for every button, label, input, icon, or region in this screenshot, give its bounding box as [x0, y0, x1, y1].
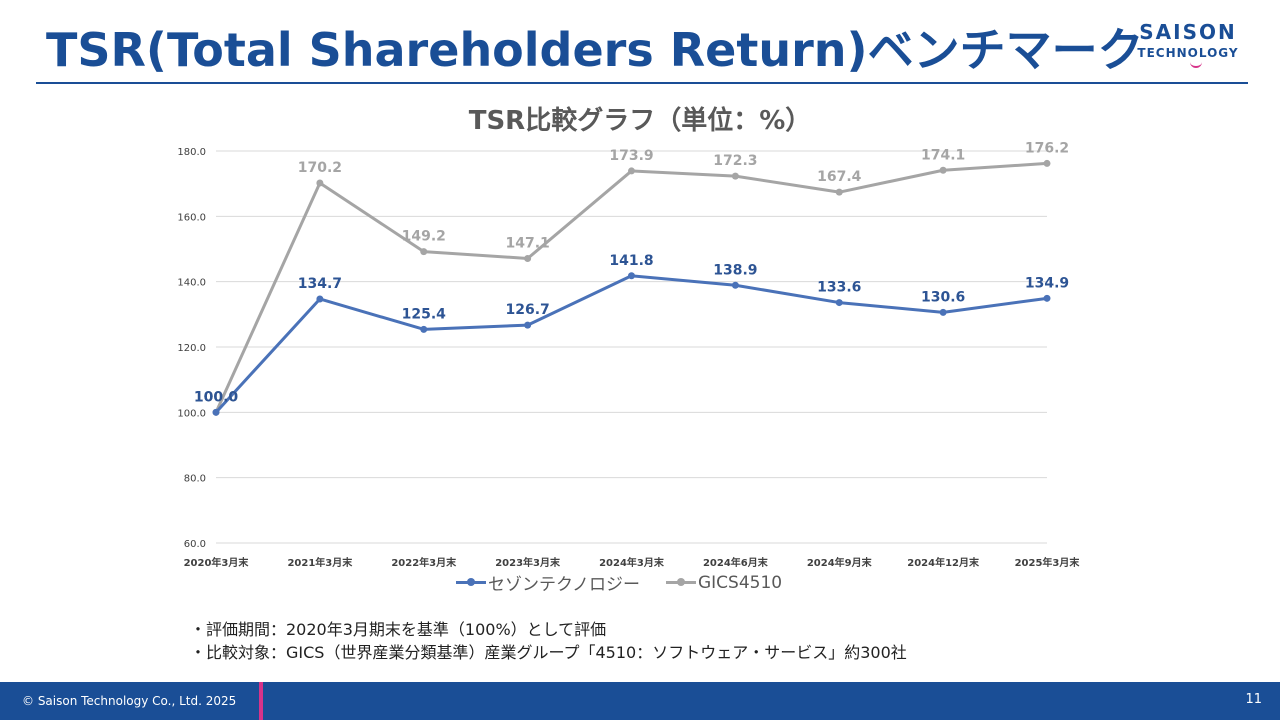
data-label-saison: 125.4 — [402, 306, 447, 322]
y-tick-label: 120.0 — [177, 343, 206, 354]
data-point-gics — [316, 179, 324, 187]
data-point-saison — [316, 295, 324, 303]
data-point-saison — [731, 281, 739, 289]
saison-technology-logo: SAISON TECHNOLOGY — [1132, 20, 1244, 70]
data-label-gics: 176.2 — [1025, 140, 1069, 156]
data-label-saison: 134.7 — [298, 276, 342, 292]
x-tick-label: 2021年3月末 — [287, 556, 353, 569]
tsr-line-chart: 60.0 80.0 100.0 120.0 140.0 160.0 180.0 2020年3月… — [177, 140, 1081, 569]
data-point-gics — [835, 188, 843, 196]
legend-swatch-saison — [456, 578, 486, 586]
note-evaluation-period: ・評価期間：2020年3月期末を基準（100%）として評価 — [190, 620, 607, 639]
data-point-saison — [835, 299, 843, 307]
data-label-gics: 147.1 — [505, 235, 549, 251]
x-tick-label: 2024年6月末 — [703, 556, 769, 569]
data-label-saison: 130.6 — [921, 289, 965, 305]
data-point-gics — [939, 166, 947, 174]
footnotes: ・評価期間：2020年3月期末を基準（100%）として評価 ・比較対象：GICS… — [190, 618, 907, 664]
data-label-saison: 134.9 — [1025, 275, 1069, 291]
x-tick-label: 2024年9月末 — [807, 556, 873, 569]
legend-marker-gics — [676, 578, 685, 586]
logo-smile-mark — [1190, 60, 1202, 68]
y-tick-label: 160.0 — [177, 212, 206, 223]
legend-label-saison: セゾンテクノロジー — [488, 575, 640, 595]
legend-item-gics: GICS4510 — [665, 572, 783, 593]
data-point-saison — [212, 408, 220, 416]
x-tick-label: 2024年12月末 — [907, 556, 980, 569]
data-label-gics: 100.0 — [194, 389, 239, 405]
data-label-gics: 173.9 — [609, 148, 653, 164]
footer-bar — [0, 682, 1280, 720]
page-title: TSR(Total Shareholders Return)ベンチマーク — [46, 23, 1144, 77]
data-label-gics: 174.1 — [921, 147, 965, 163]
page-number: 11 — [1245, 692, 1262, 707]
title-divider — [36, 82, 1248, 84]
x-tick-label: 2023年3月末 — [495, 556, 561, 569]
x-tick-label: 2022年3月末 — [391, 556, 457, 569]
data-label-gics: 172.3 — [713, 153, 757, 169]
data-point-saison — [524, 321, 532, 329]
data-label-saison: 141.8 — [609, 253, 653, 269]
x-tick-label: 2020年3月末 — [184, 556, 250, 569]
data-point-saison — [420, 325, 428, 333]
data-label-saison: 133.6 — [817, 280, 861, 296]
y-tick-label: 80.0 — [184, 474, 206, 485]
data-point-gics — [524, 254, 532, 262]
data-label-saison: 100.0 — [194, 389, 239, 405]
legend-label-gics: GICS4510 — [697, 572, 783, 593]
data-point-gics — [628, 167, 635, 175]
y-tick-label: 140.0 — [177, 278, 206, 289]
logo-text-bottom: TECHNOLOGY — [1137, 46, 1239, 60]
footer-copyright: © Saison Technology Co., Ltd. 2025 — [22, 694, 237, 708]
data-point-gics — [731, 172, 739, 180]
chart-title: TSR比較グラフ（単位：%） — [468, 106, 812, 136]
footer-accent — [259, 682, 263, 720]
data-label-saison: 138.9 — [713, 262, 757, 278]
data-point-saison — [628, 272, 635, 280]
data-point-saison — [939, 308, 947, 316]
data-point-saison — [1043, 294, 1051, 302]
note-comparison-target: ・比較対象：GICS（世界産業分類基準）産業グループ「4510：ソフトウェア・サ… — [190, 643, 907, 662]
logo-text-top: SAISON — [1139, 20, 1237, 44]
x-tick-label: 2024年3月末 — [599, 556, 665, 569]
data-point-gics — [420, 248, 428, 256]
y-tick-label: 100.0 — [177, 408, 206, 419]
y-tick-label: 60.0 — [184, 539, 206, 550]
chart-legend: セゾンテクノロジー GICS4510 — [456, 570, 808, 595]
data-label-gics: 149.2 — [402, 229, 446, 245]
data-label-gics: 167.4 — [817, 169, 862, 185]
data-point-gics — [1043, 159, 1051, 167]
data-label-saison: 126.7 — [505, 302, 549, 318]
legend-swatch-gics — [665, 578, 696, 586]
x-tick-label: 2025年3月末 — [1015, 556, 1081, 569]
y-tick-label: 180.0 — [177, 147, 206, 158]
legend-item-saison: セゾンテクノロジー — [456, 570, 640, 595]
data-label-gics: 170.2 — [298, 160, 342, 176]
legend-marker-saison — [467, 578, 475, 586]
